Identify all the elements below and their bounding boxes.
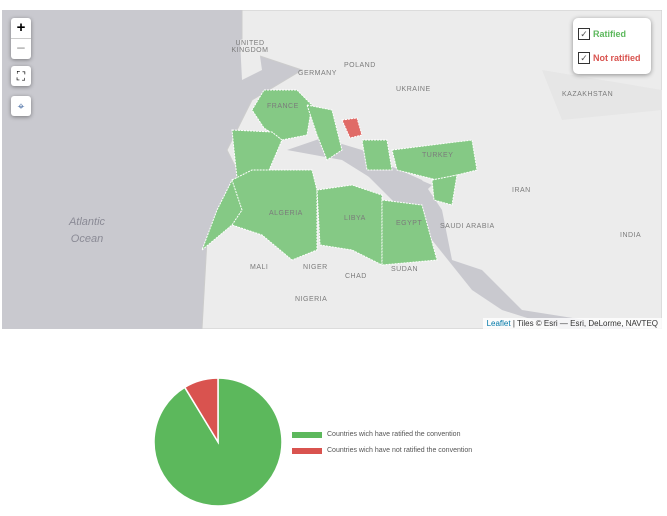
pie-legend-label: Countries wich have not ratified the con… [327, 447, 473, 454]
label-kazakhstan: KAZAKHSTAN [562, 91, 614, 98]
label-egypt: EGYPT [396, 220, 423, 227]
pie-slice-1[interactable] [183, 377, 219, 445]
pie-legend-not-ratified: Countries wich have not ratified the con… [292, 447, 472, 454]
label-poland: POLAND [344, 62, 376, 69]
country-egypt [381, 199, 438, 266]
label-ukraine: UKRAINE [396, 86, 431, 93]
label-uk: UNITED KINGDOM [231, 40, 269, 54]
label-atlantic-ocean: Atlantic Ocean [62, 214, 112, 248]
label-nigeria: NIGERIA [295, 296, 328, 303]
legend-label: Not ratified [593, 53, 641, 63]
layer-legend: ✓ Ratified ✓ Not ratified [573, 18, 651, 74]
fullscreen-icon: ⛶ [16, 69, 26, 83]
checkbox-not-ratified[interactable]: ✓ [578, 52, 590, 64]
label-sudan: SUDAN [391, 266, 419, 273]
attribution-text: | Tiles © Esri — Esri, DeLorme, NAVTEQ [510, 319, 658, 328]
country-algeria [231, 169, 318, 261]
country-morocco [200, 178, 243, 252]
label-saudi: SAUDI ARABIA [440, 223, 495, 230]
locate-icon: ⌖ [17, 99, 25, 113]
pie-chart [153, 377, 283, 507]
country-france [251, 89, 313, 141]
label-chad: CHAD [345, 273, 367, 280]
attribution: Leaflet | Tiles © Esri — Esri, DeLorme, … [482, 318, 662, 329]
leaflet-link[interactable]: Leaflet [486, 319, 511, 328]
label-libya: LIBYA [344, 215, 366, 222]
label-france: FRANCE [267, 103, 299, 110]
swatch [292, 447, 322, 454]
label-iran: IRAN [512, 187, 531, 194]
ocean-line-2: Ocean [70, 233, 104, 245]
map[interactable]: UNITED KINGDOM GERMANY POLAND UKRAINE KA… [2, 10, 662, 329]
ocean-line-1: Atlantic [68, 216, 106, 228]
country-greece [361, 139, 393, 171]
label-india: INDIA [620, 232, 642, 239]
locate-button[interactable]: ⌖ [11, 96, 31, 116]
country-italy [306, 104, 343, 161]
legend-item-ratified[interactable]: ✓ Ratified [578, 28, 626, 40]
zoom-in-button[interactable]: + [11, 18, 31, 39]
pie-legend-label: Countries wich have ratified the convent… [327, 431, 461, 438]
country-bosnia [341, 117, 363, 139]
label-germany: GERMANY [298, 70, 337, 77]
country-syria [431, 174, 458, 206]
country-turkey [391, 139, 478, 181]
zoom-out-button[interactable]: − [16, 40, 26, 57]
legend-item-not-ratified[interactable]: ✓ Not ratified [578, 52, 641, 64]
label-niger: NIGER [303, 264, 328, 271]
fullscreen-button[interactable]: ⛶ [11, 66, 31, 86]
legend-label: Ratified [593, 29, 627, 39]
label-mali: MALI [250, 264, 269, 271]
pie-legend-ratified: Countries wich have ratified the convent… [292, 431, 460, 438]
swatch [292, 431, 322, 438]
checkbox-ratified[interactable]: ✓ [578, 28, 590, 40]
label-turkey: TURKEY [422, 152, 454, 159]
map-tiles [2, 10, 662, 329]
zoom-control: + − [11, 18, 31, 59]
label-algeria: ALGERIA [269, 210, 303, 217]
